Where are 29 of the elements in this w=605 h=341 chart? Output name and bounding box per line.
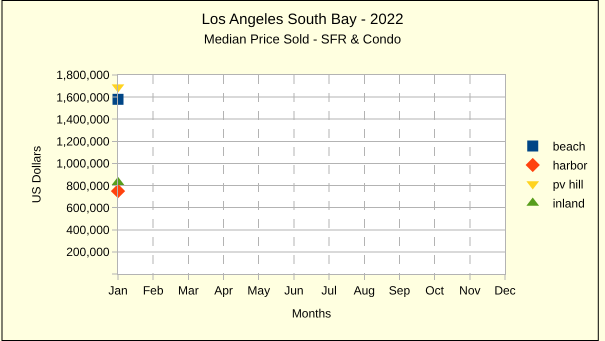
chart-title: Los Angeles South Bay - 2022 [202, 10, 404, 28]
y-tick-label: 1,800,000 [56, 68, 110, 82]
legend-label: beach [552, 140, 586, 154]
x-tick-label: Mar [178, 283, 199, 298]
legend-label: pv hill [552, 178, 584, 192]
x-tick-label: Feb [142, 283, 164, 298]
legend-label: harbor [552, 158, 588, 173]
x-axis-title: Months [292, 306, 332, 320]
x-tick-label: Apr [214, 283, 233, 298]
y-tick-label: 1,000,000 [56, 156, 110, 171]
x-tick-label: Sep [388, 283, 410, 298]
x-tick-label: Aug [354, 283, 375, 298]
y-axis-title: US Dollars [30, 146, 44, 204]
chart-subtitle: Median Price Sold - SFR & Condo [204, 31, 402, 46]
x-tick-label: May [247, 283, 270, 298]
x-tick-label: Jan [108, 283, 128, 298]
y-tick-label: 800,000 [66, 178, 110, 193]
y-tick-label: 1,400,000 [56, 112, 110, 126]
x-tick-label: Nov [459, 283, 480, 298]
y-tick-label: 1,200,000 [56, 134, 110, 149]
x-tick-label: Jul [321, 283, 337, 298]
x-tick-label: Dec [494, 283, 516, 298]
x-tick-label: Oct [425, 283, 445, 298]
y-tick-label: 200,000 [66, 245, 110, 260]
legend-label: inland [552, 196, 585, 211]
x-tick-label: Jun [284, 283, 304, 298]
y-tick-label: 1,600,000 [56, 90, 110, 104]
y-tick-label: 600,000 [66, 200, 110, 215]
y-tick-label: 400,000 [66, 222, 110, 237]
